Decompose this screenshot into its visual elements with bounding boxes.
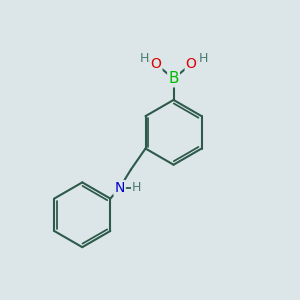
Text: B: B	[168, 71, 179, 86]
Text: H: H	[199, 52, 208, 65]
Text: N: N	[114, 181, 125, 195]
Text: O: O	[151, 57, 161, 71]
Text: H: H	[132, 182, 141, 194]
Text: O: O	[186, 57, 196, 71]
Text: H: H	[139, 52, 148, 65]
